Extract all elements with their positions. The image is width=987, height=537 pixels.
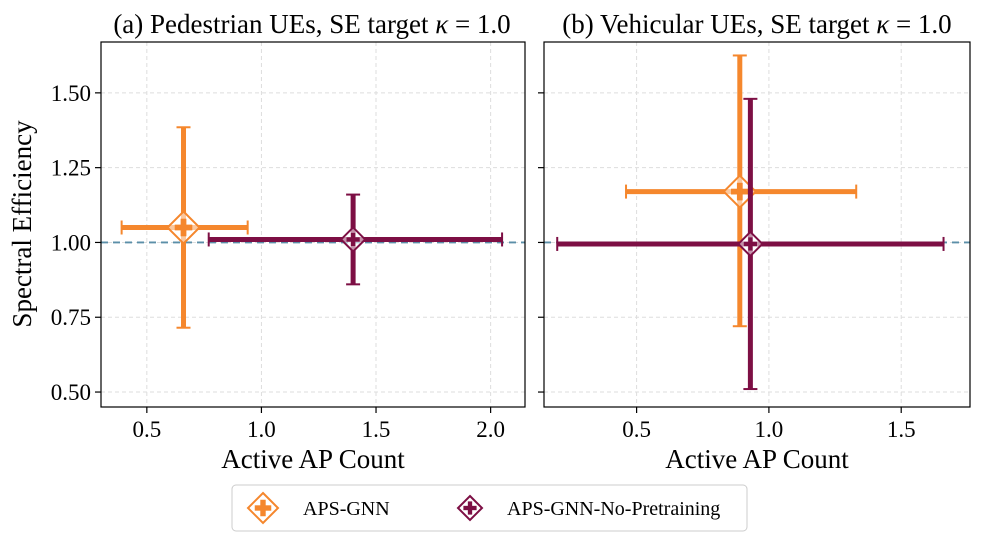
panel-b-aps-gnn-no-pretraining-marker — [736, 230, 764, 258]
legend: APS-GNN APS-GNN-No-Pretraining — [231, 484, 748, 532]
panel-a-xtick-label: 2.0 — [476, 417, 505, 442]
panel-a-ytick-label: 0.75 — [51, 305, 91, 330]
panel-b-xlabel: Active AP Count — [665, 444, 849, 474]
panel-b-xtick-label: 0.5 — [622, 417, 651, 442]
legend-label-aps-gnn-no-pretraining: APS-GNN-No-Pretraining — [507, 498, 720, 520]
panel-b-title: (b) Vehicular UEs, SE target κ = 1.0 — [562, 9, 951, 39]
panel-b-series — [556, 54, 945, 391]
panel-b-grid — [544, 42, 970, 407]
panel-a-series-aps-gnn — [120, 126, 249, 329]
panel-a-xtick-label: 1.0 — [247, 417, 276, 442]
legend-item-aps-gnn-no-pretraining: APS-GNN-No-Pretraining — [456, 494, 720, 522]
panel-b: (b) Vehicular UEs, SE target κ = 1.0 0.5… — [538, 9, 971, 474]
panel-a-ytick-label: 1.00 — [51, 230, 91, 255]
legend-marker-aps-gnn-glyph — [246, 491, 280, 525]
panel-b-xtick-label: 1.5 — [887, 417, 916, 442]
panel-a-xlabel: Active AP Count — [221, 444, 405, 474]
legend-item-aps-gnn: APS-GNN — [246, 491, 390, 525]
legend-marker-aps-gnn-no-pretraining-glyph — [456, 494, 484, 522]
legend-marker-aps-gnn-no-pretraining — [456, 494, 484, 522]
panel-a-xtick-label: 0.5 — [132, 417, 161, 442]
legend-box — [231, 484, 748, 532]
panel-a-frame — [100, 41, 526, 408]
panel-a-ticks: 0.5 1.0 1.5 2.0 0.50 0.75 1.00 1.25 1.50 — [51, 81, 505, 442]
legend-label-aps-gnn: APS-GNN — [303, 498, 390, 520]
panel-a-title: (a) Pedestrian UEs, SE target κ = 1.0 — [113, 9, 510, 39]
panel-a-ytick-label: 1.50 — [51, 81, 91, 106]
panel-b-series-aps-gnn-no-pretraining — [556, 97, 945, 391]
panel-a-series-aps-gnn-no-pretraining — [207, 193, 504, 286]
panel-a-grid — [101, 42, 525, 407]
panel-a-xtick-label: 1.5 — [362, 417, 391, 442]
panel-a-series — [120, 126, 504, 329]
panel-b-xtick-label: 1.0 — [755, 417, 784, 442]
panel-a-aps-gnn-marker — [166, 210, 201, 245]
panel-a-ytick-label: 0.50 — [51, 380, 91, 405]
panel-b-frame — [543, 41, 971, 408]
panel-b-series-aps-gnn — [625, 54, 858, 328]
panel-b-ticks: 0.5 1.0 1.5 — [538, 92, 916, 442]
panel-a-ytick-label: 1.25 — [51, 156, 91, 181]
legend-marker-aps-gnn — [246, 491, 280, 525]
panel-a-aps-gnn-no-pretraining-marker — [339, 226, 367, 253]
panel-a: (a) Pedestrian UEs, SE target κ = 1.0 0.… — [7, 9, 526, 474]
panel-a-ylabel: Spectral Efficiency — [7, 120, 37, 328]
